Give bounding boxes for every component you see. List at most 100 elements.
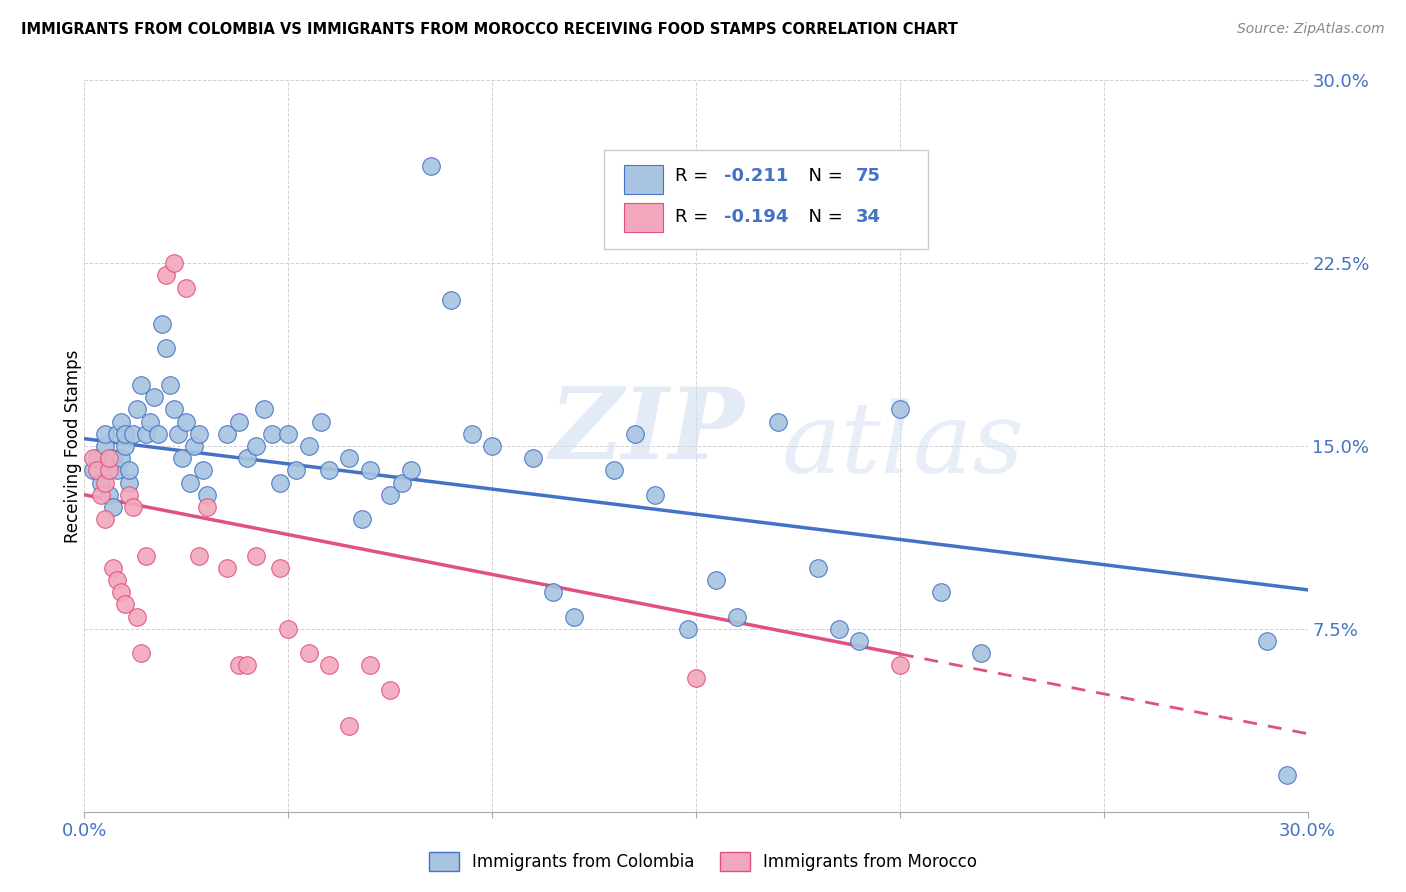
- Point: [179, 475, 201, 490]
- Point: [86, 463, 108, 477]
- Point: [155, 342, 177, 356]
- Point: [159, 378, 181, 392]
- Point: [127, 609, 149, 624]
- Point: [174, 280, 197, 294]
- Point: [155, 268, 177, 283]
- Point: [298, 646, 321, 660]
- Point: [172, 451, 194, 466]
- Point: [110, 415, 132, 429]
- Point: [440, 293, 463, 307]
- Point: [110, 451, 132, 466]
- Point: [90, 488, 112, 502]
- Point: [253, 402, 276, 417]
- Point: [131, 646, 153, 660]
- Point: [228, 415, 250, 429]
- Point: [970, 646, 993, 660]
- Point: [93, 426, 115, 441]
- Point: [644, 488, 666, 502]
- Point: [114, 439, 136, 453]
- Point: [391, 475, 413, 490]
- Point: [118, 488, 141, 502]
- Point: [217, 426, 239, 441]
- Point: [1256, 634, 1278, 648]
- Point: [420, 159, 443, 173]
- Point: [142, 390, 165, 404]
- Point: [807, 561, 830, 575]
- Point: [146, 426, 169, 441]
- Point: [114, 598, 136, 612]
- Point: [86, 451, 108, 466]
- Point: [127, 402, 149, 417]
- Point: [603, 463, 626, 477]
- Point: [82, 451, 104, 466]
- Point: [562, 609, 585, 624]
- Text: R =: R =: [675, 208, 714, 226]
- Point: [380, 682, 402, 697]
- Point: [245, 549, 267, 563]
- Point: [167, 426, 190, 441]
- Point: [543, 585, 565, 599]
- Point: [685, 671, 707, 685]
- FancyBboxPatch shape: [605, 150, 928, 249]
- Y-axis label: Receiving Food Stamps: Receiving Food Stamps: [65, 350, 82, 542]
- Point: [260, 426, 283, 441]
- Point: [236, 658, 259, 673]
- Point: [481, 439, 503, 453]
- Point: [93, 439, 115, 453]
- Point: [97, 463, 120, 477]
- Point: [97, 451, 120, 466]
- Point: [228, 658, 250, 673]
- Text: N =: N =: [797, 167, 849, 186]
- Point: [889, 402, 911, 417]
- Point: [187, 549, 209, 563]
- Point: [380, 488, 402, 502]
- Point: [624, 426, 647, 441]
- Point: [350, 512, 373, 526]
- Text: 34: 34: [856, 208, 882, 226]
- Point: [766, 415, 789, 429]
- Point: [110, 585, 132, 599]
- Point: [725, 609, 748, 624]
- Point: [285, 463, 308, 477]
- Text: N =: N =: [797, 208, 849, 226]
- Point: [191, 463, 214, 477]
- Point: [195, 500, 218, 514]
- Point: [105, 426, 128, 441]
- Point: [676, 622, 699, 636]
- Point: [318, 658, 340, 673]
- Text: Source: ZipAtlas.com: Source: ZipAtlas.com: [1237, 22, 1385, 37]
- Point: [245, 439, 267, 453]
- Point: [277, 622, 299, 636]
- Point: [105, 573, 128, 587]
- Point: [97, 488, 120, 502]
- Point: [522, 451, 544, 466]
- Text: ZIP: ZIP: [550, 384, 744, 480]
- Point: [339, 451, 361, 466]
- Point: [183, 439, 205, 453]
- Point: [82, 463, 104, 477]
- Point: [90, 475, 112, 490]
- Point: [93, 512, 115, 526]
- Point: [101, 451, 124, 466]
- Point: [269, 561, 291, 575]
- Point: [135, 426, 157, 441]
- Text: -0.211: -0.211: [724, 167, 789, 186]
- Legend: Immigrants from Colombia, Immigrants from Morocco: Immigrants from Colombia, Immigrants fro…: [420, 843, 986, 880]
- Point: [101, 500, 124, 514]
- Point: [461, 426, 484, 441]
- Text: IMMIGRANTS FROM COLOMBIA VS IMMIGRANTS FROM MOROCCO RECEIVING FOOD STAMPS CORREL: IMMIGRANTS FROM COLOMBIA VS IMMIGRANTS F…: [21, 22, 957, 37]
- Point: [217, 561, 239, 575]
- Point: [848, 634, 870, 648]
- Text: -0.194: -0.194: [724, 208, 789, 226]
- Point: [138, 415, 160, 429]
- Point: [277, 426, 299, 441]
- Point: [174, 415, 197, 429]
- Point: [187, 426, 209, 441]
- FancyBboxPatch shape: [624, 203, 664, 232]
- Point: [929, 585, 952, 599]
- Point: [150, 317, 173, 331]
- Point: [1277, 768, 1299, 782]
- Point: [339, 719, 361, 733]
- Point: [118, 463, 141, 477]
- Point: [318, 463, 340, 477]
